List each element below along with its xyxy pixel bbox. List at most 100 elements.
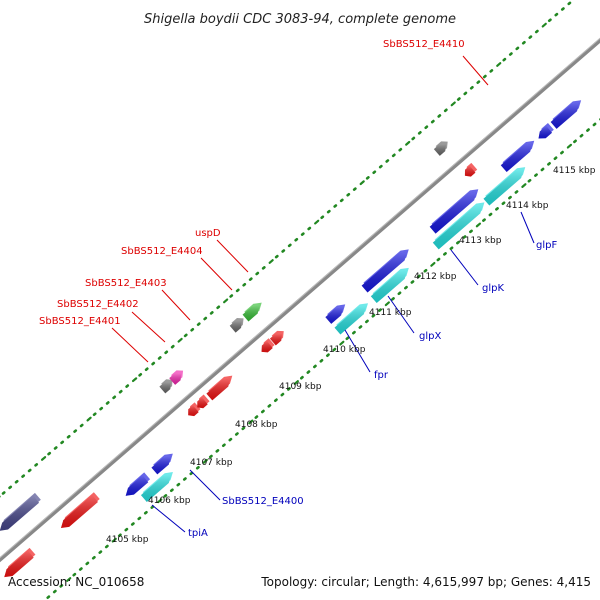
gene-blue-glpX-shade <box>361 252 407 293</box>
tick-dot <box>248 419 254 425</box>
tick-dot <box>151 361 156 366</box>
tick-dot <box>163 494 168 498</box>
tick-dot <box>430 119 435 124</box>
gene-gray-4401-shade <box>159 382 171 394</box>
tick-dot <box>378 164 383 169</box>
tick-dot <box>456 97 461 101</box>
gene-cyan-glpK <box>432 202 485 250</box>
tick-dot <box>384 301 390 307</box>
tick-dot <box>234 432 239 436</box>
tick-dot <box>85 561 90 566</box>
tick-dot <box>229 294 234 298</box>
tick-dot <box>267 404 272 408</box>
leader-line <box>520 211 535 244</box>
tick-dot <box>274 254 279 259</box>
gene-red-0 <box>4 547 36 578</box>
tick-dot <box>27 468 32 473</box>
gene-label-SbBS512_E4410[interactable]: SbBS512_E4410 <box>383 39 465 50</box>
tick-dot <box>326 209 331 214</box>
leader-line <box>200 257 233 291</box>
tick-dot <box>157 498 163 504</box>
tick-dot <box>86 416 92 422</box>
tick-dot <box>411 136 416 141</box>
genome-summary-text: Topology: circular; Length: 4,615,997 bp… <box>260 575 591 589</box>
tick-dot <box>560 150 564 155</box>
gene-label-tpiA[interactable]: tpiA <box>188 528 208 539</box>
tick-dot <box>521 40 526 45</box>
gene-label-SbBS512_E4404[interactable]: SbBS512_E4404 <box>121 246 203 257</box>
tick-dot <box>449 246 454 251</box>
gene-label-SbBS512_E4401[interactable]: SbBS512_E4401 <box>39 316 121 327</box>
leader-line <box>450 249 479 286</box>
tick-dot <box>319 358 324 363</box>
tick-dot <box>143 510 148 515</box>
tick-dot <box>228 437 233 442</box>
tick-dot <box>293 380 299 385</box>
leader-line <box>161 289 191 321</box>
tick-dot <box>333 204 338 208</box>
gene-slate <box>0 492 41 531</box>
tick-label-4115: 4115 kbp <box>553 166 596 176</box>
leader-line <box>131 311 166 343</box>
tick-dot <box>59 584 64 588</box>
tick-dot <box>307 226 312 231</box>
tick-dot <box>534 29 539 34</box>
gene-label-SbBS512_E4402[interactable]: SbBS512_E4402 <box>57 299 139 310</box>
tick-dot <box>170 344 175 349</box>
tick-dot <box>46 595 51 600</box>
tick-dot <box>404 285 408 290</box>
tick-dot <box>450 101 456 107</box>
gene-blue-fpr-shade <box>325 307 344 324</box>
gene-magenta-4402 <box>169 370 184 385</box>
tick-dot <box>424 125 429 130</box>
gene-gray-4404-shade <box>229 321 242 333</box>
tick-dot <box>21 474 26 478</box>
leader-line <box>387 295 415 334</box>
tick-dot <box>521 183 527 188</box>
leader-line <box>344 329 371 373</box>
gene-magenta-4402-shade <box>169 373 182 385</box>
tick-dot <box>255 271 260 276</box>
tick-dot <box>183 333 188 338</box>
gene-cyan-tpiA <box>140 472 173 502</box>
gene-blue-glpX <box>361 249 409 293</box>
gene-label-SbBS512_E4400[interactable]: SbBS512_E4400 <box>222 496 304 507</box>
leader-line <box>216 239 249 273</box>
gene-label-glpF[interactable]: glpF <box>536 240 557 251</box>
tick-dot <box>320 215 325 220</box>
tick-label-4106: 4106 kbp <box>148 496 191 506</box>
gene-red-1-shade <box>60 495 98 529</box>
tick-dot <box>397 291 402 296</box>
tick-dot <box>1 491 6 495</box>
gene-label-fpr[interactable]: fpr <box>374 370 389 381</box>
tick-label-4107: 4107 kbp <box>190 458 233 468</box>
tick-dot <box>34 463 39 467</box>
leader-line <box>189 469 221 501</box>
gene-blue-e1 <box>538 122 554 139</box>
gene-blue-glpF <box>500 140 535 173</box>
tick-dot <box>280 392 285 397</box>
tick-dot <box>112 395 117 400</box>
tick-dot <box>456 240 460 245</box>
tick-dot <box>268 259 274 264</box>
backbone-line <box>0 37 600 563</box>
gene-label-uspD[interactable]: uspD <box>195 228 221 239</box>
gene-cyan-glpF <box>483 167 526 206</box>
gene-label-glpX[interactable]: glpX <box>419 331 441 342</box>
tick-dot <box>287 387 291 391</box>
gene-red-4410-shade <box>464 165 476 177</box>
gene-label-SbBS512_E4403[interactable]: SbBS512_E4403 <box>85 278 167 289</box>
tick-dot <box>482 74 487 79</box>
tick-dot <box>52 589 57 594</box>
gene-label-glpK[interactable]: glpK <box>482 283 504 294</box>
tick-dot <box>47 451 52 456</box>
leader-line <box>151 504 186 533</box>
tick-dot <box>345 336 350 341</box>
tick-dot <box>300 232 305 236</box>
tick-dot <box>98 550 103 554</box>
genome-backbone <box>0 37 600 563</box>
leader-line <box>462 55 489 86</box>
tick-dot <box>405 140 411 146</box>
tick-dot <box>131 377 138 383</box>
